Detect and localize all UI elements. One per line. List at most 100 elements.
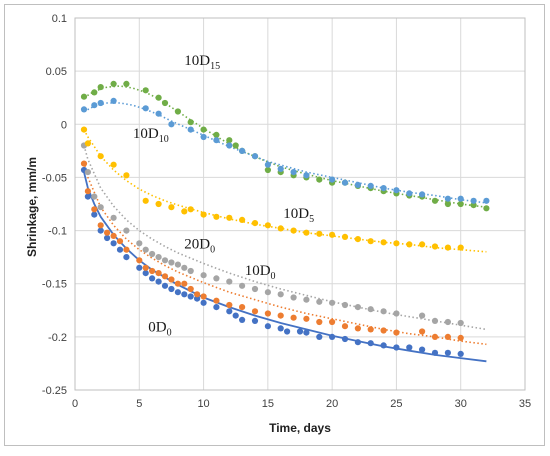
data-point-20D0 bbox=[393, 329, 400, 336]
data-point-10D5 bbox=[251, 220, 259, 227]
data-point-0D0 bbox=[181, 291, 188, 298]
data-point-20D0 bbox=[457, 334, 464, 341]
data-point-20D0 bbox=[155, 270, 162, 277]
series-label-text: 10D bbox=[283, 206, 309, 222]
data-point-10D0 bbox=[97, 204, 104, 211]
data-point-0D0 bbox=[149, 275, 156, 282]
data-point-0D0 bbox=[91, 211, 98, 218]
data-point-10D15 bbox=[97, 84, 104, 91]
series-label-subscript: 10 bbox=[159, 134, 169, 145]
data-point-20D0 bbox=[116, 238, 124, 245]
data-point-0D0 bbox=[316, 333, 323, 340]
series-label-text: 10D bbox=[133, 126, 159, 142]
data-point-20D0 bbox=[290, 314, 297, 321]
data-point-10D5 bbox=[187, 206, 194, 213]
data-point-10D10 bbox=[329, 176, 336, 183]
data-point-10D10 bbox=[419, 191, 426, 198]
data-point-10D5 bbox=[406, 241, 413, 248]
data-point-10D0 bbox=[168, 259, 175, 266]
data-point-20D0 bbox=[303, 315, 310, 322]
data-point-0D0 bbox=[239, 316, 246, 323]
data-point-10D0 bbox=[84, 169, 91, 176]
data-point-10D0 bbox=[277, 291, 284, 298]
data-point-0D0 bbox=[161, 282, 169, 289]
data-point-10D5 bbox=[419, 241, 426, 248]
data-point-10D15 bbox=[431, 197, 439, 204]
y-tick-label: 0 bbox=[61, 119, 67, 131]
data-point-10D10 bbox=[277, 165, 284, 172]
x-tick-label: 25 bbox=[390, 398, 402, 410]
data-point-20D0 bbox=[239, 304, 246, 311]
data-point-0D0 bbox=[84, 193, 91, 200]
data-point-10D0 bbox=[213, 275, 220, 282]
data-point-10D0 bbox=[457, 319, 464, 327]
data-point-10D0 bbox=[303, 296, 310, 303]
data-point-10D15 bbox=[213, 131, 220, 138]
data-point-0D0 bbox=[354, 339, 361, 346]
data-point-10D5 bbox=[226, 214, 233, 221]
data-point-0D0 bbox=[380, 342, 387, 349]
series-label-10D5: 10D5 bbox=[283, 206, 314, 225]
data-point-10D0 bbox=[290, 294, 297, 301]
data-point-10D15 bbox=[226, 137, 233, 144]
y-tick-label: -0.2 bbox=[48, 332, 67, 344]
data-point-10D10 bbox=[406, 190, 413, 197]
y-tick-label: -0.05 bbox=[42, 172, 67, 184]
data-point-0D0 bbox=[110, 240, 117, 247]
data-point-0D0 bbox=[226, 308, 233, 315]
data-point-0D0 bbox=[431, 349, 439, 356]
data-point-10D15 bbox=[200, 126, 207, 133]
data-point-20D0 bbox=[142, 264, 149, 271]
data-point-0D0 bbox=[251, 317, 259, 324]
data-point-10D5 bbox=[341, 233, 349, 240]
data-point-20D0 bbox=[91, 206, 98, 213]
data-point-10D5 bbox=[80, 126, 88, 133]
data-point-10D0 bbox=[91, 193, 98, 200]
trendline-10D0 bbox=[83, 145, 487, 331]
data-point-10D0 bbox=[110, 214, 117, 221]
data-point-10D0 bbox=[329, 299, 336, 306]
data-point-20D0 bbox=[200, 293, 207, 300]
data-point-10D0 bbox=[149, 250, 156, 258]
data-point-10D15 bbox=[457, 200, 464, 208]
data-point-10D5 bbox=[123, 172, 130, 179]
data-point-10D0 bbox=[367, 306, 374, 313]
data-point-20D0 bbox=[341, 323, 349, 330]
data-point-10D10 bbox=[457, 195, 464, 202]
data-point-10D10 bbox=[226, 142, 233, 149]
data-point-10D0 bbox=[200, 272, 207, 279]
trendline-10D15 bbox=[83, 85, 487, 208]
data-point-0D0 bbox=[123, 254, 130, 261]
chart-border bbox=[4, 4, 545, 446]
data-point-10D15 bbox=[155, 94, 162, 101]
data-point-0D0 bbox=[232, 312, 239, 319]
data-point-0D0 bbox=[187, 293, 194, 300]
data-point-0D0 bbox=[264, 323, 271, 330]
data-point-10D0 bbox=[181, 264, 188, 271]
data-point-10D15 bbox=[161, 99, 169, 107]
data-point-0D0 bbox=[155, 278, 162, 285]
x-tick-label: 15 bbox=[262, 398, 274, 410]
data-point-10D15 bbox=[174, 108, 181, 115]
data-point-20D0 bbox=[251, 308, 259, 315]
data-point-10D5 bbox=[457, 244, 464, 251]
data-point-10D15 bbox=[483, 205, 490, 212]
data-point-10D15 bbox=[316, 176, 323, 183]
data-point-10D10 bbox=[393, 187, 400, 194]
data-point-10D15 bbox=[142, 87, 149, 94]
data-point-10D5 bbox=[290, 227, 297, 234]
data-point-20D0 bbox=[187, 285, 194, 293]
data-point-10D15 bbox=[470, 202, 477, 209]
data-point-10D10 bbox=[200, 133, 207, 141]
data-point-20D0 bbox=[316, 318, 323, 326]
data-point-10D10 bbox=[80, 106, 88, 113]
data-point-0D0 bbox=[168, 285, 175, 293]
data-point-20D0 bbox=[329, 318, 336, 326]
data-points bbox=[80, 80, 490, 357]
data-point-0D0 bbox=[194, 295, 201, 302]
data-point-10D10 bbox=[155, 110, 162, 117]
data-point-10D15 bbox=[232, 142, 239, 149]
data-point-10D15 bbox=[444, 200, 451, 208]
